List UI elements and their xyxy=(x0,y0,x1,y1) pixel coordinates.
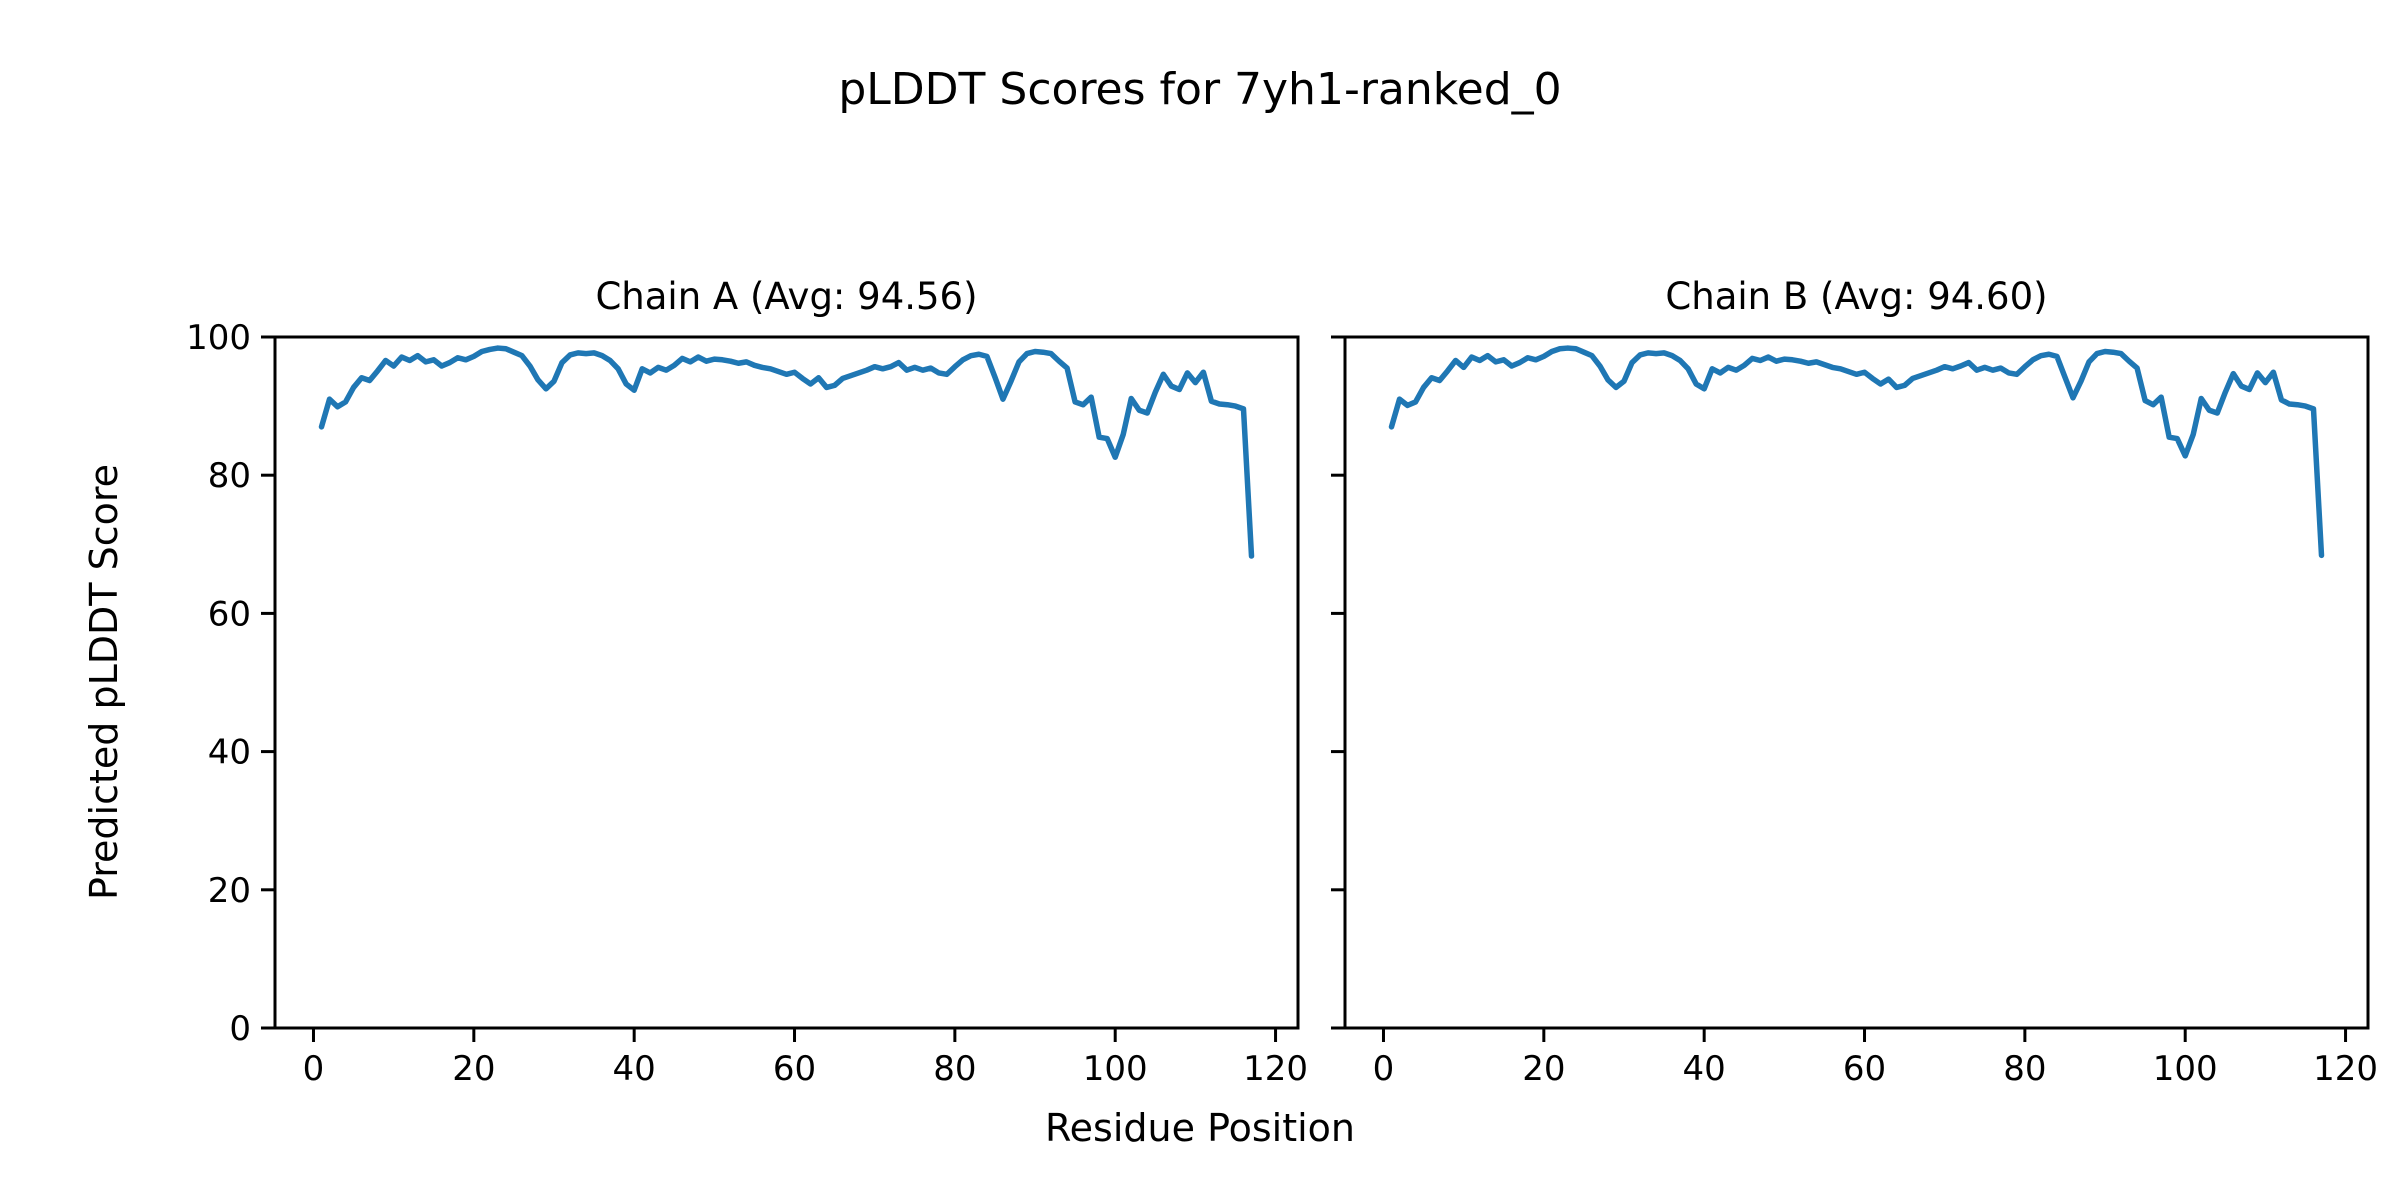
chain-a-plot-area: 0 20 40 60 80 100 120 0 20 40 60 80 100 xyxy=(186,318,1308,1089)
x-tick-label: 20 xyxy=(1522,1049,1565,1089)
plddt-line xyxy=(1388,345,2325,559)
x-tick-label: 120 xyxy=(1243,1049,1308,1089)
subplot-chain-b: Chain B (Avg: 94.60) 0 20 40 60 80 100 120 xyxy=(1331,275,2378,1089)
x-tick-label: 80 xyxy=(933,1049,976,1089)
y-tick-label: 20 xyxy=(208,871,251,911)
subplot-chain-a: Chain A (Avg: 94.56) 0 20 40 60 80 100 120 0 20 4… xyxy=(186,275,1308,1089)
x-axis-label: Residue Position xyxy=(1044,1106,1356,1150)
axes-spines xyxy=(273,335,1300,1030)
x-tick-label: 60 xyxy=(1843,1049,1886,1089)
x-tick-label: 60 xyxy=(773,1049,816,1089)
x-tick-label: 0 xyxy=(1373,1049,1395,1089)
x-tick-label: 0 xyxy=(303,1049,325,1089)
subplot-title-chain-b: Chain B (Avg: 94.60) xyxy=(1665,275,2048,318)
x-tick-label: 100 xyxy=(1083,1049,1148,1089)
y-tick-label: 0 xyxy=(229,1009,251,1049)
x-tick-label: 40 xyxy=(1683,1049,1726,1089)
x-tick-label: 120 xyxy=(2313,1049,2378,1089)
y-axis-label: Predicted pLDDT Score xyxy=(82,464,126,900)
x-tick-label: 80 xyxy=(2003,1049,2046,1089)
x-tick-label: 20 xyxy=(452,1049,495,1089)
x-tick-label: 40 xyxy=(613,1049,656,1089)
y-tick-label: 80 xyxy=(208,456,251,496)
y-tick-label: 40 xyxy=(208,733,251,773)
axes-spines xyxy=(1343,335,2370,1030)
x-tick-label: 100 xyxy=(2153,1049,2218,1089)
chain-b-plot-area: 0 20 40 60 80 100 120 xyxy=(1331,335,2378,1089)
figure-title: pLDDT Scores for 7yh1-ranked_0 xyxy=(838,64,1562,115)
y-tick-label: 100 xyxy=(186,318,251,358)
subplot-title-chain-a: Chain A (Avg: 94.56) xyxy=(595,275,978,318)
plddt-line xyxy=(318,345,1255,559)
y-tick-label: 60 xyxy=(208,594,251,634)
